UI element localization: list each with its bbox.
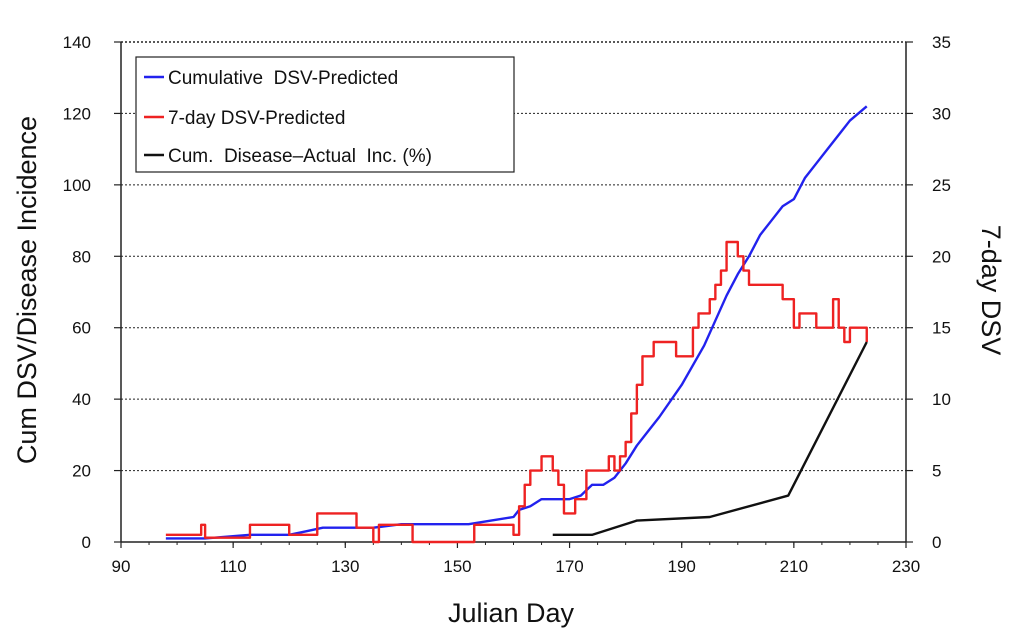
- legend-label-actual: Cum. Disease–Actual Inc. (%): [168, 146, 432, 167]
- series-7day-dsv-line: [165, 240, 868, 544]
- y-axis-left-title: Cum DSV/Disease Incidence: [12, 116, 42, 464]
- y-right-tick-label: 5: [932, 462, 941, 481]
- legend: Cumulative DSV-Predicted 7-day DSV-Predi…: [135, 56, 515, 173]
- y-left-tick-label: 0: [82, 533, 91, 552]
- y-axis-right-title: 7-day DSV: [976, 225, 1006, 356]
- x-tick-label: 110: [220, 557, 247, 576]
- x-tick-label: 210: [780, 557, 808, 576]
- legend-label-cumulative: Cumulative DSV-Predicted: [168, 68, 398, 89]
- x-tick-label: 230: [892, 557, 920, 576]
- y-right-tick-label: 10: [932, 390, 951, 409]
- x-tick-label: 130: [331, 557, 359, 576]
- y-left-tick-label: 100: [63, 176, 91, 195]
- series-actual-incidence-line: [552, 341, 868, 537]
- y-right-tick-label: 35: [932, 33, 951, 52]
- axis-ticks: 90 110 130 150 170 190 210 23002040608010012014…: [63, 33, 951, 576]
- y-left-tick-label: 120: [63, 104, 91, 123]
- legend-box: [135, 56, 515, 173]
- x-tick-label: 170: [555, 557, 583, 576]
- x-axis-title: Julian Day: [448, 598, 575, 628]
- y-left-tick-label: 20: [72, 462, 91, 481]
- legend-label-seven-day: 7-day DSV-Predicted: [168, 108, 345, 129]
- plot-frame: [120, 41, 907, 543]
- y-right-tick-label: 30: [932, 104, 951, 123]
- series-lines: [165, 105, 868, 544]
- x-tick-label: 190: [668, 557, 696, 576]
- y-right-tick-label: 20: [932, 247, 951, 266]
- y-right-tick-label: 15: [932, 319, 951, 338]
- y-left-tick-label: 140: [63, 33, 91, 52]
- x-tick-label: 90: [112, 557, 131, 576]
- y-right-tick-label: 25: [932, 176, 951, 195]
- y-right-tick-label: 0: [932, 533, 941, 552]
- y-left-tick-label: 40: [72, 390, 91, 409]
- y-left-tick-label: 80: [72, 247, 91, 266]
- y-left-tick-label: 60: [72, 319, 91, 338]
- x-tick-label: 150: [443, 557, 471, 576]
